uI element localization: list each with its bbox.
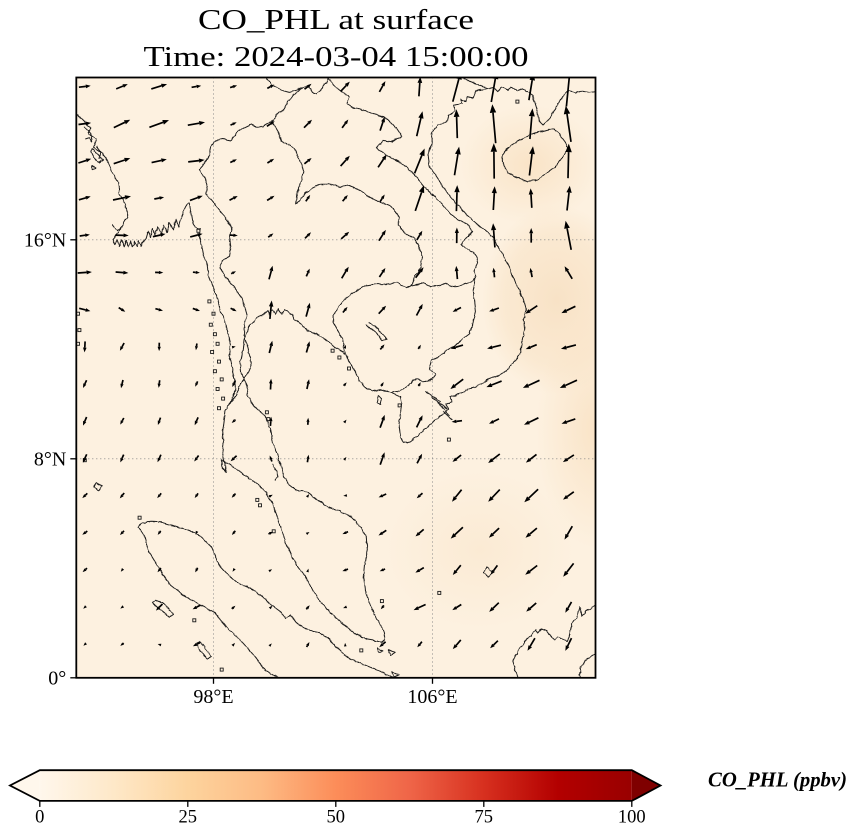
svg-text:8°N: 8°N — [34, 448, 66, 470]
svg-text:Time: 2024-03-04 15:00:00: Time: 2024-03-04 15:00:00 — [144, 42, 529, 73]
svg-text:75: 75 — [475, 807, 494, 827]
svg-text:16°N: 16°N — [24, 229, 66, 251]
svg-text:CO_PHL (ppbv): CO_PHL (ppbv) — [708, 768, 847, 792]
svg-text:0: 0 — [35, 807, 44, 827]
svg-text:50: 50 — [327, 807, 346, 827]
svg-text:98°E: 98°E — [193, 686, 233, 708]
svg-text:0°: 0° — [48, 667, 66, 689]
svg-text:25: 25 — [179, 807, 198, 827]
svg-text:106°E: 106°E — [407, 686, 457, 708]
svg-text:100: 100 — [618, 807, 646, 827]
svg-text:CO_PHL at surface: CO_PHL at surface — [198, 5, 474, 36]
